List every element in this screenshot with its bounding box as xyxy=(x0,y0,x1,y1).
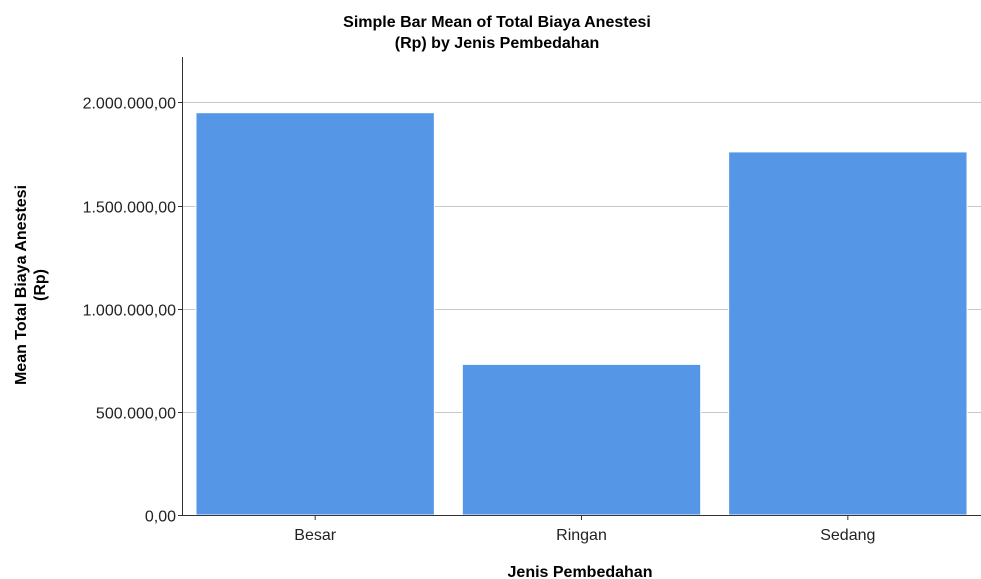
y-tick-label: 2.000.000,00 xyxy=(83,96,177,113)
y-tick-label: 1.500.000,00 xyxy=(83,200,177,217)
x-tick-label-sedang: Sedang xyxy=(820,527,875,544)
y-tick-label: 500.000,00 xyxy=(96,406,176,423)
bars xyxy=(195,112,968,516)
y-tick-label: 0,00 xyxy=(145,509,176,526)
bar-besar xyxy=(195,112,435,516)
y-tick-label: 1.000.000,00 xyxy=(83,303,177,320)
bar-sedang xyxy=(728,151,968,516)
x-tick-labels: Besar Ringan Sedang xyxy=(294,527,875,544)
chart-title-line-1: Simple Bar Mean of Total Biaya Anestesi xyxy=(343,14,651,31)
axes xyxy=(178,57,981,520)
bar-ringan xyxy=(461,363,702,516)
y-axis-title-line-2: (Rp) xyxy=(32,269,49,301)
x-axis-title: Jenis Pembedahan xyxy=(508,564,653,579)
x-tick-label-ringan: Ringan xyxy=(556,527,607,544)
y-tick-labels: 0,00 500.000,00 1.000.000,00 1.500.000,00 2.… xyxy=(83,96,177,526)
chart-title-line-2: (Rp) by Jenis Pembedahan xyxy=(395,35,600,52)
y-axis-title-line-1: Mean Total Biaya Anestesi xyxy=(13,185,30,385)
x-tick-label-besar: Besar xyxy=(294,527,336,544)
